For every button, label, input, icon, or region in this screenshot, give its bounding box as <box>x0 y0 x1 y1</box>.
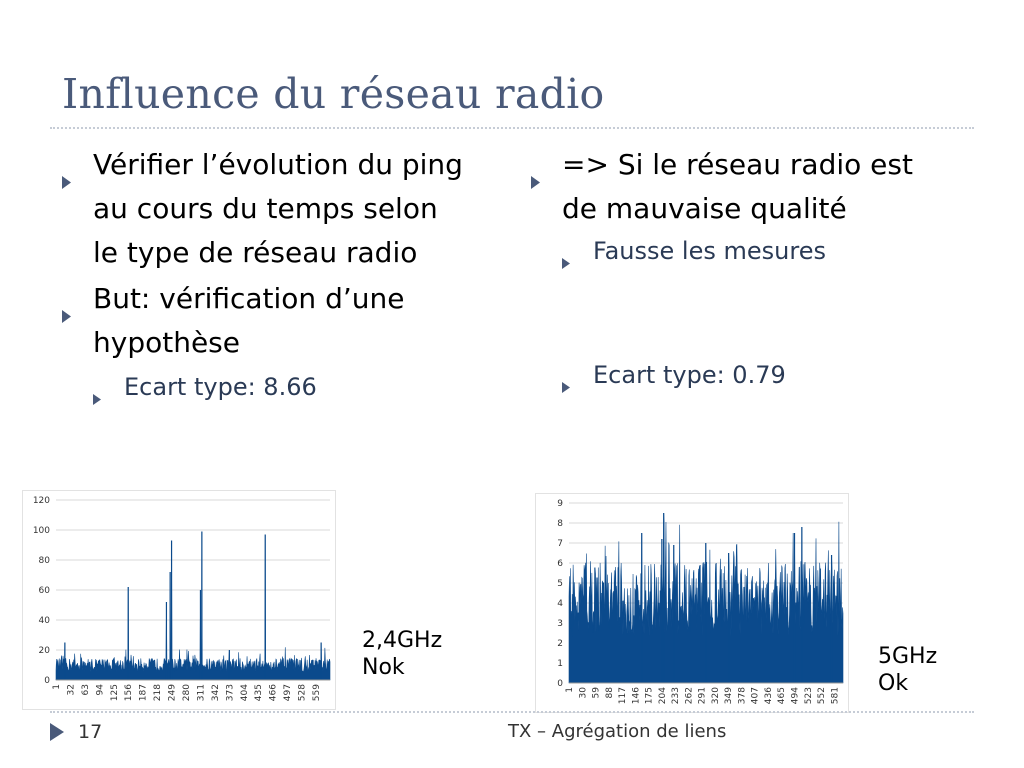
x-tick-label: 311 <box>196 684 206 701</box>
note-5ghz-line2: Ok <box>878 671 909 696</box>
x-tick-label: 125 <box>110 684 120 701</box>
right-column: => Si le réseau radio est de mauvaise qu… <box>531 143 981 393</box>
left-bullet-1-line3: le type de réseau radio <box>93 236 418 269</box>
x-tick-label: 233 <box>671 687 681 704</box>
chart-24ghz-svg: 0 20 40 60 80 100 120 1 32 63 94 125 156 187 218 249 280… <box>33 496 331 701</box>
x-tick-label: 146 <box>631 687 641 704</box>
x-tick-label: 249 <box>168 684 178 701</box>
triangle-bullet-icon <box>62 292 71 336</box>
y-tick-label: 1 <box>557 659 563 669</box>
left-bullet-2-line2: hypothèse <box>93 326 240 359</box>
x-tick-label: 1 <box>52 684 62 690</box>
y-tick-label: 0 <box>44 676 50 686</box>
left-bullet-1: Vérifier l’évolution du ping au cours du… <box>62 143 512 275</box>
x-tick-label: 373 <box>225 684 235 701</box>
left-column: Vérifier l’évolution du ping au cours du… <box>62 143 512 405</box>
triangle-bullet-icon <box>531 158 540 202</box>
x-tick-label: 559 <box>312 684 322 701</box>
y-tick-label: 20 <box>39 646 51 656</box>
y-tick-label: 40 <box>39 616 51 626</box>
x-tick-label: 218 <box>153 684 163 701</box>
y-tick-label: 9 <box>557 499 563 509</box>
x-tick-label: 59 <box>592 687 602 699</box>
y-tick-label: 3 <box>557 619 563 629</box>
slide-title: Influence du réseau radio <box>62 70 605 118</box>
x-tick-label: 175 <box>645 687 655 704</box>
note-24ghz-line2: Nok <box>362 655 405 680</box>
x-tick-label: 63 <box>81 684 91 695</box>
x-tick-label: 349 <box>724 687 734 704</box>
y-tick-label: 5 <box>557 579 563 589</box>
x-tick-label: 497 <box>283 684 293 701</box>
triangle-bullet-icon <box>62 158 71 202</box>
left-bullet-1-line2: au cours du temps selon <box>93 192 438 225</box>
x-tick-label: 494 <box>791 687 801 704</box>
x-tick-label: 30 <box>578 687 588 699</box>
chart-24ghz: 0 20 40 60 80 100 120 1 32 63 94 125 156 187 218 249 280… <box>22 490 336 710</box>
y-tick-label: 80 <box>39 556 51 566</box>
y-tick-label: 2 <box>557 639 563 649</box>
y-tick-label: 4 <box>557 599 563 609</box>
triangle-bullet-icon <box>93 381 101 413</box>
left-bullet-2-line1: But: vérification d’une <box>93 282 405 315</box>
x-tick-label: 88 <box>605 687 615 699</box>
title-divider <box>50 127 974 129</box>
note-24ghz-line1: 2,4GHz <box>362 628 443 653</box>
left-sub-bullet-text: Ecart type: 8.66 <box>124 373 317 401</box>
note-5ghz: 5GHz Ok <box>878 643 937 697</box>
footer-text: TX – Agrégation de liens <box>508 721 727 742</box>
x-tick-label: 1 <box>565 687 575 693</box>
x-tick-label: 262 <box>684 687 694 704</box>
x-tick-label: 465 <box>777 687 787 704</box>
x-tick-label: 291 <box>698 687 708 704</box>
x-tick-label: 342 <box>211 684 221 701</box>
right-sub-bullet-2: Ecart type: 0.79 <box>562 359 981 393</box>
y-tick-label: 120 <box>33 496 50 506</box>
x-tick-label: 32 <box>66 684 76 695</box>
x-tick-label: 378 <box>737 687 747 704</box>
slide-corner-icon <box>50 723 64 745</box>
left-bullet-2: But: vérification d’une hypothèse <box>62 277 512 365</box>
note-5ghz-line1: 5GHz <box>878 644 938 669</box>
right-sub-bullet-1-text: Fausse les mesures <box>593 237 826 265</box>
right-bullet-1: => Si le réseau radio est de mauvaise qu… <box>531 143 981 231</box>
data-series <box>55 531 331 681</box>
y-tick-label: 100 <box>33 526 50 536</box>
x-tick-label: 280 <box>182 684 192 701</box>
y-tick-label: 6 <box>557 559 563 569</box>
left-bullet-1-line1: Vérifier l’évolution du ping <box>93 148 463 181</box>
x-tick-label: 435 <box>254 684 264 701</box>
footer-divider <box>50 711 974 713</box>
x-tick-label: 404 <box>240 684 250 701</box>
chart-5ghz: 0 1 2 3 4 5 6 7 8 9 1 30 59 88 117 146 175 204 233 262 291 32… <box>535 493 849 713</box>
page-number: 17 <box>78 721 103 743</box>
right-bullet-line2: de mauvaise qualité <box>562 192 847 225</box>
x-tick-label: 552 <box>817 687 827 704</box>
y-tick-label: 0 <box>557 679 563 689</box>
x-tick-label: 117 <box>618 687 628 704</box>
left-sub-bullet: Ecart type: 8.66 <box>93 371 512 405</box>
x-tick-label: 581 <box>830 687 840 704</box>
y-tick-label: 8 <box>557 519 563 529</box>
x-tick-label: 523 <box>804 687 814 704</box>
right-sub-bullet-1: Fausse les mesures <box>562 235 981 269</box>
y-tick-label: 60 <box>39 586 51 596</box>
right-bullet-line1: => Si le réseau radio est <box>562 148 913 181</box>
x-tick-label: 94 <box>95 684 105 696</box>
triangle-bullet-icon <box>562 369 570 401</box>
x-tick-label: 320 <box>711 687 721 704</box>
x-tick-label: 156 <box>124 684 134 701</box>
x-tick-label: 187 <box>139 684 149 701</box>
x-tick-label: 466 <box>269 684 279 701</box>
triangle-bullet-icon <box>562 245 570 277</box>
x-tick-label: 436 <box>764 687 774 704</box>
right-sub-bullet-2-text: Ecart type: 0.79 <box>593 361 786 389</box>
y-tick-label: 7 <box>557 539 563 549</box>
note-24ghz: 2,4GHz Nok <box>362 627 442 681</box>
x-tick-label: 204 <box>658 687 668 704</box>
x-tick-label: 528 <box>298 684 308 701</box>
x-tick-label: 407 <box>751 687 761 704</box>
